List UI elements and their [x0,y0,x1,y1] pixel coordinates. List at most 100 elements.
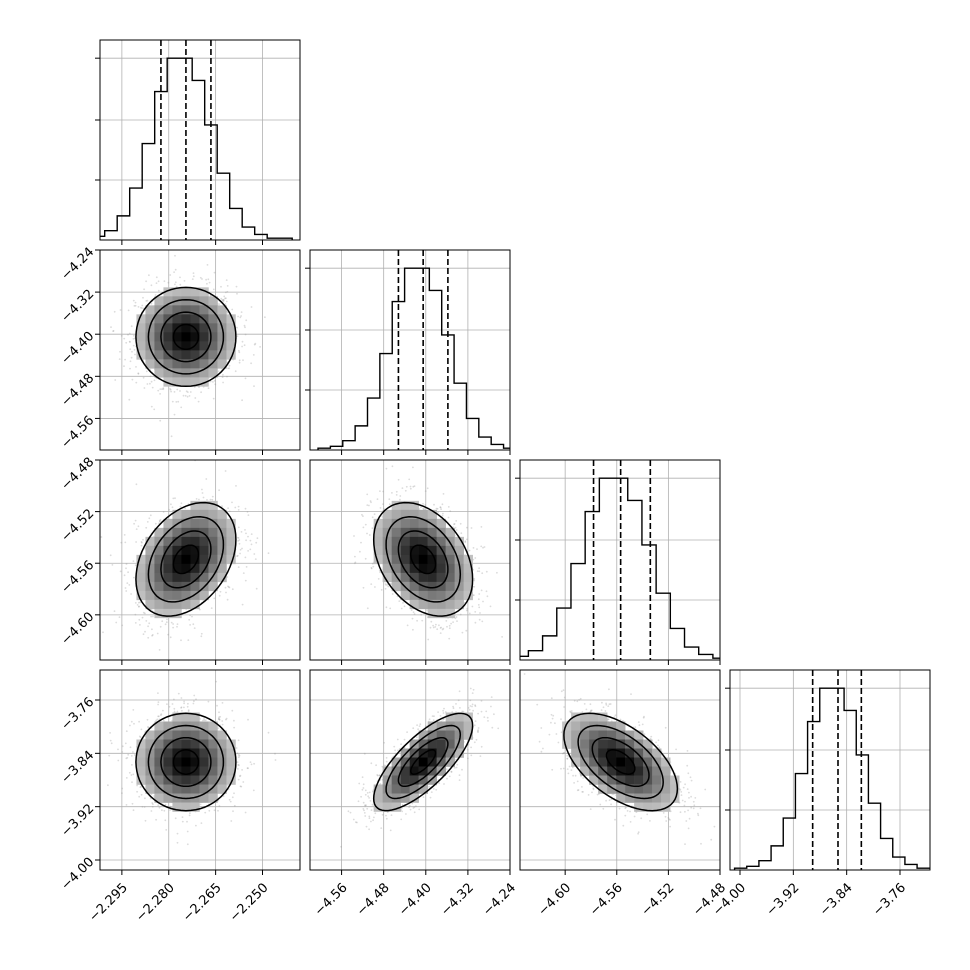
scatter-point [439,506,442,509]
scatter-point [366,607,369,610]
scatter-point [132,709,135,711]
scatter-point [173,707,176,710]
scatter-point [247,550,250,552]
scatter-point [386,583,389,586]
density-cell [616,739,626,749]
density-cell [418,572,428,583]
scatter-point [442,718,444,721]
scatter-point [455,616,458,618]
scatter-point [109,732,111,734]
scatter-point [133,754,136,756]
contour-level-3 [147,516,225,603]
density-cell [172,802,182,812]
scatter-point [123,337,126,340]
density-cell [208,509,218,520]
scatter-point [130,755,133,757]
scatter-point [247,535,249,538]
density-cell [454,590,464,601]
scatter-point [147,625,150,628]
scatter-point [166,703,168,705]
density-cell [181,554,191,565]
scatter-point [203,719,206,722]
scatter-point [371,562,374,565]
scatter-point [131,764,133,766]
density-cell [400,500,410,511]
density-cell [400,784,410,794]
density-cell [181,590,191,601]
scatter-point [404,489,407,492]
scatter-point [655,741,657,744]
scatter-point [218,489,221,492]
scatter-point [469,687,472,690]
scatter-point [361,788,364,791]
scatter-point [562,767,565,770]
density-cell [190,590,200,601]
scatter-point [218,303,221,305]
density-cell [607,757,617,767]
density-cell [154,608,164,619]
scatter-point [443,718,445,720]
scatter-point [244,579,247,582]
scatter-point [486,716,489,719]
scatter-point [175,401,178,403]
scatter-point [136,784,139,787]
scatter-point [366,792,369,794]
scatter-point [130,720,133,723]
scatter-point [189,614,192,617]
scatter-point [233,726,236,729]
density-cell [391,563,401,574]
scatter-point [398,600,401,602]
scatter-point [366,504,369,506]
density-cell [427,545,437,556]
scatter-point [452,705,454,708]
scatter-point [229,800,232,803]
density-cell [598,784,608,794]
scatter-point [362,526,365,529]
density-cell [670,775,680,785]
density-cell [616,784,626,794]
density-cell [199,296,209,306]
density-cell [463,730,473,740]
scatter-point [123,365,125,367]
scatter-point [371,516,374,519]
scatter-point [195,698,197,701]
scatter-point [440,508,442,511]
density-cell [208,766,218,776]
density-cell [634,748,644,758]
scatter-point [221,720,224,722]
scatter-point [684,800,686,803]
scatter-point [180,502,183,505]
density-cell [163,581,173,592]
density-cell [190,554,200,565]
density-cell [208,518,218,529]
density-cell [634,802,644,812]
scatter-point [609,703,612,705]
density-cell [409,766,419,776]
scatter-point [353,535,355,537]
scatter-point [110,326,112,328]
scatter-point [121,787,124,790]
density-cell [454,721,464,731]
scatter-point [226,598,229,601]
density-cell [598,730,608,740]
scatter-point [471,605,474,608]
scatter-point [380,589,383,591]
density-cell [163,341,173,351]
scatter-point [363,752,366,755]
x-tick-label: −4.56 [312,880,351,919]
scatter-point [125,341,128,344]
scatter-point [207,700,210,703]
scatter-point [231,709,234,712]
scatter-point [134,301,137,304]
contour-level-3 [385,724,462,800]
scatter-point [352,818,355,821]
density-cell [154,359,164,369]
scatter-point [466,538,468,541]
scatter-point [187,709,190,711]
scatter-point [118,616,121,618]
scatter-point [174,497,176,500]
scatter-point [138,795,141,798]
scatter-point [125,777,128,779]
scatter-point [163,809,166,812]
scatter-point [551,717,554,720]
